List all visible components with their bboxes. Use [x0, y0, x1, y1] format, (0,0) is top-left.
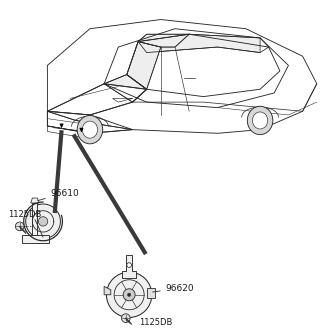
Text: 1125DB: 1125DB — [139, 318, 173, 327]
Polygon shape — [138, 34, 260, 52]
Text: 96620: 96620 — [152, 284, 194, 293]
Circle shape — [15, 222, 24, 231]
Polygon shape — [127, 42, 161, 89]
Ellipse shape — [77, 116, 103, 144]
Circle shape — [107, 272, 152, 318]
Text: 96610: 96610 — [38, 188, 79, 201]
Polygon shape — [47, 111, 132, 133]
Polygon shape — [22, 235, 49, 243]
Circle shape — [122, 314, 130, 323]
Ellipse shape — [252, 112, 268, 129]
Polygon shape — [138, 34, 189, 47]
Polygon shape — [31, 198, 39, 203]
Polygon shape — [104, 75, 147, 102]
Polygon shape — [32, 203, 38, 235]
Polygon shape — [104, 286, 111, 295]
Polygon shape — [26, 204, 60, 239]
Polygon shape — [39, 217, 48, 226]
Text: 1125DB: 1125DB — [8, 210, 42, 219]
Circle shape — [127, 263, 131, 267]
Circle shape — [123, 289, 135, 301]
Ellipse shape — [82, 121, 97, 138]
Circle shape — [127, 293, 131, 296]
Polygon shape — [122, 255, 136, 278]
Polygon shape — [147, 288, 155, 298]
Ellipse shape — [247, 106, 273, 135]
Polygon shape — [47, 84, 147, 115]
